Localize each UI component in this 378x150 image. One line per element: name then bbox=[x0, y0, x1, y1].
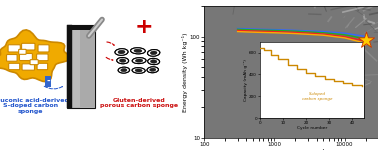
Ellipse shape bbox=[132, 67, 146, 74]
Ellipse shape bbox=[147, 49, 160, 57]
Ellipse shape bbox=[121, 69, 127, 72]
FancyBboxPatch shape bbox=[9, 63, 20, 70]
Ellipse shape bbox=[115, 49, 128, 55]
FancyArrowPatch shape bbox=[107, 42, 114, 45]
FancyBboxPatch shape bbox=[19, 49, 26, 54]
Text: +: + bbox=[135, 17, 153, 37]
Ellipse shape bbox=[119, 59, 126, 62]
Ellipse shape bbox=[147, 50, 160, 56]
FancyBboxPatch shape bbox=[67, 26, 95, 108]
FancyBboxPatch shape bbox=[37, 63, 48, 70]
FancyBboxPatch shape bbox=[67, 26, 72, 108]
Point bbox=[363, 39, 369, 41]
Ellipse shape bbox=[146, 66, 159, 73]
Ellipse shape bbox=[148, 58, 160, 65]
Ellipse shape bbox=[135, 59, 143, 62]
FancyBboxPatch shape bbox=[30, 60, 38, 65]
FancyArrowPatch shape bbox=[106, 57, 113, 60]
FancyBboxPatch shape bbox=[67, 25, 95, 30]
FancyArrowPatch shape bbox=[44, 86, 62, 89]
FancyBboxPatch shape bbox=[20, 53, 33, 61]
Ellipse shape bbox=[118, 67, 130, 74]
FancyBboxPatch shape bbox=[37, 54, 48, 61]
Ellipse shape bbox=[150, 60, 157, 63]
Ellipse shape bbox=[150, 68, 156, 71]
Ellipse shape bbox=[116, 57, 129, 64]
Ellipse shape bbox=[131, 48, 145, 54]
FancyBboxPatch shape bbox=[8, 45, 20, 52]
FancyBboxPatch shape bbox=[22, 64, 34, 70]
Ellipse shape bbox=[132, 58, 146, 64]
Polygon shape bbox=[0, 30, 71, 82]
Ellipse shape bbox=[132, 68, 145, 73]
Text: Gluten-derived
porous carbon sponge: Gluten-derived porous carbon sponge bbox=[100, 98, 178, 108]
Ellipse shape bbox=[134, 49, 142, 52]
Ellipse shape bbox=[118, 67, 130, 73]
Text: Gluconic acid-derived
S-doped carbon
sponge: Gluconic acid-derived S-doped carbon spo… bbox=[0, 98, 68, 114]
Ellipse shape bbox=[130, 47, 146, 54]
Ellipse shape bbox=[147, 67, 158, 73]
Ellipse shape bbox=[117, 57, 129, 64]
Ellipse shape bbox=[115, 48, 129, 56]
Text: -: - bbox=[46, 77, 50, 86]
Ellipse shape bbox=[147, 58, 160, 65]
FancyBboxPatch shape bbox=[80, 27, 95, 106]
Ellipse shape bbox=[118, 50, 125, 54]
FancyBboxPatch shape bbox=[22, 43, 35, 50]
Ellipse shape bbox=[135, 69, 142, 72]
FancyBboxPatch shape bbox=[6, 54, 17, 61]
Y-axis label: Energy density (Wh kg⁻¹): Energy density (Wh kg⁻¹) bbox=[182, 32, 188, 112]
FancyBboxPatch shape bbox=[38, 45, 49, 52]
Ellipse shape bbox=[132, 57, 147, 64]
X-axis label: Power density (W kg⁻¹): Power density (W kg⁻¹) bbox=[255, 148, 327, 150]
Ellipse shape bbox=[150, 51, 157, 55]
